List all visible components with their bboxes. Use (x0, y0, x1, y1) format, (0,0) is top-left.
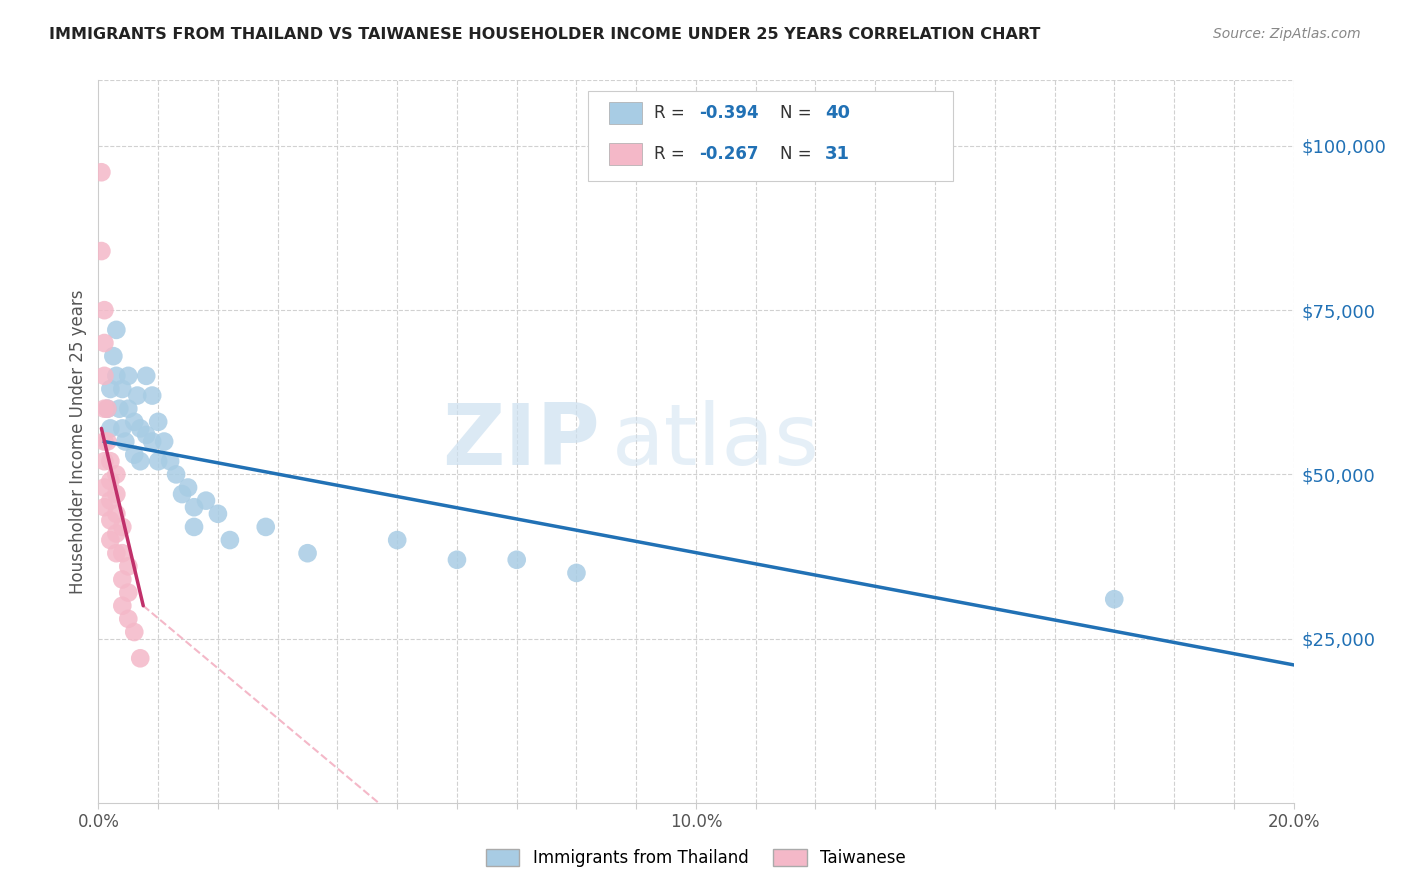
Point (93, 368, 115, 383)
Point (141, 434, 163, 449)
Point (183, 500, 205, 515)
Point (93, 454, 115, 468)
Point (105, 487, 128, 501)
Point (165, 467, 187, 482)
Point (111, 382, 134, 396)
Point (183, 520, 205, 534)
Point (1104, 592, 1126, 607)
Point (98, 474, 122, 488)
Point (148, 454, 170, 468)
Point (111, 520, 134, 534)
Text: IMMIGRANTS FROM THAILAND VS TAIWANESE HOUSEHOLDER INCOME UNDER 25 YEARS CORRELAT: IMMIGRANTS FROM THAILAND VS TAIWANESE HO… (49, 27, 1040, 42)
Point (105, 467, 128, 482)
Point (117, 559, 139, 574)
Point (129, 651, 152, 665)
Text: atlas: atlas (613, 400, 820, 483)
Point (90, 244, 112, 258)
Point (127, 388, 149, 402)
Point (96, 401, 118, 416)
Point (108, 401, 131, 416)
Point (111, 546, 134, 560)
Point (117, 368, 139, 383)
Point (148, 415, 170, 429)
Text: N =: N = (779, 145, 817, 163)
Point (93, 434, 115, 449)
Point (129, 454, 152, 468)
FancyBboxPatch shape (609, 102, 643, 124)
Point (93, 336, 115, 351)
FancyBboxPatch shape (589, 91, 953, 181)
Point (98, 533, 122, 547)
Point (105, 546, 128, 560)
Point (105, 507, 128, 521)
Text: -0.394: -0.394 (700, 103, 759, 122)
Point (124, 448, 146, 462)
Point (105, 526, 128, 541)
Point (506, 553, 529, 567)
Point (93, 401, 115, 416)
Y-axis label: Householder Income Under 25 years: Householder Income Under 25 years (69, 289, 87, 594)
Point (98, 421, 122, 435)
Text: ZIP: ZIP (443, 400, 600, 483)
Point (207, 507, 229, 521)
Point (98, 454, 122, 468)
Point (117, 612, 139, 626)
Text: R =: R = (654, 103, 690, 122)
Point (219, 533, 242, 547)
Point (117, 401, 139, 416)
Point (195, 493, 218, 508)
Point (98, 382, 122, 396)
Point (129, 421, 152, 435)
Point (159, 454, 181, 468)
Point (135, 428, 157, 442)
Point (111, 421, 134, 435)
Point (96, 434, 118, 449)
Point (177, 481, 200, 495)
Text: -0.267: -0.267 (700, 145, 759, 163)
Text: 40: 40 (825, 103, 851, 122)
Point (114, 434, 136, 449)
Text: R =: R = (654, 145, 690, 163)
Point (153, 434, 176, 449)
FancyBboxPatch shape (609, 143, 643, 165)
Point (90, 165, 112, 179)
Point (124, 625, 146, 640)
Point (135, 368, 157, 383)
Text: Source: ZipAtlas.com: Source: ZipAtlas.com (1213, 27, 1361, 41)
Point (105, 323, 128, 337)
Point (111, 573, 134, 587)
Point (297, 546, 319, 560)
Point (98, 513, 122, 527)
Text: 31: 31 (825, 145, 851, 163)
Text: N =: N = (779, 103, 817, 122)
Point (141, 388, 163, 402)
Point (254, 520, 277, 534)
Point (98, 493, 122, 508)
Point (172, 487, 194, 501)
Point (93, 481, 115, 495)
Point (96, 401, 118, 416)
Legend: Immigrants from Thailand, Taiwanese: Immigrants from Thailand, Taiwanese (479, 842, 912, 874)
Point (103, 349, 125, 363)
Point (117, 585, 139, 599)
Point (124, 415, 146, 429)
Point (93, 500, 115, 515)
Point (105, 368, 128, 383)
Point (446, 553, 468, 567)
Point (385, 533, 409, 547)
Point (111, 599, 134, 613)
Point (93, 303, 115, 318)
Point (565, 566, 588, 580)
